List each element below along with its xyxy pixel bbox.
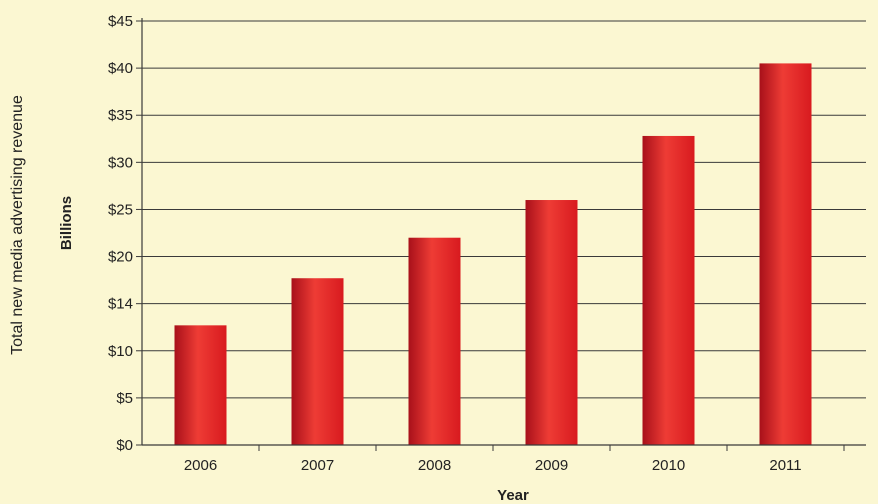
bar-2011 (759, 63, 812, 446)
y-tick-label: $35 (108, 107, 133, 124)
bars (174, 63, 812, 446)
bar-2008 (408, 237, 461, 445)
bar-2006 (174, 325, 227, 445)
y-tick-label: $20 (108, 249, 133, 266)
x-tick-label: 2011 (769, 457, 801, 474)
x-tick-label: 2009 (535, 457, 568, 474)
axes (136, 18, 866, 451)
x-tick-label: 2008 (418, 457, 451, 474)
y-tick-label: $45 (108, 13, 133, 30)
y-tick-label: $25 (108, 201, 133, 218)
gridlines (142, 20, 866, 399)
y-tick-label: $14 (108, 296, 133, 313)
x-axis-title: Year (497, 487, 529, 504)
y-tick-label: $40 (108, 60, 133, 77)
y-tick-label: $0 (116, 437, 133, 454)
tick-labels: $0 $5 $10 $14 $20 $25 $30 $35 $40 $45 2006 2007 2008… (108, 13, 802, 474)
bar-2010 (642, 135, 695, 445)
bar-2009 (525, 200, 578, 445)
x-tick-label: 2007 (301, 457, 334, 474)
y-tick-label: $10 (108, 343, 133, 360)
bar-2007 (291, 278, 344, 445)
y-axis-unit: Billions (58, 196, 75, 250)
x-tick-label: 2010 (652, 457, 685, 474)
x-tick-label: 2006 (184, 457, 217, 474)
y-axis-title: Total new media advertising revenue (9, 95, 26, 355)
y-tick-label: $30 (108, 154, 133, 171)
y-tick-label: $5 (116, 390, 133, 407)
